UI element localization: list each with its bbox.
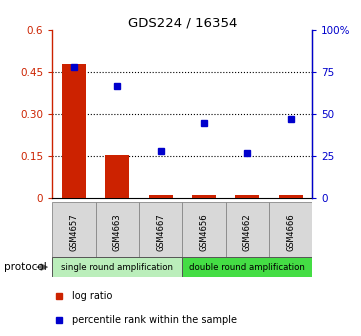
Text: protocol: protocol (4, 262, 46, 272)
Bar (62, 64, 86, 198)
Text: GSM4656: GSM4656 (200, 214, 208, 251)
Text: log ratio: log ratio (72, 291, 112, 301)
Text: GSM4657: GSM4657 (70, 214, 78, 251)
Text: GSM4663: GSM4663 (113, 214, 122, 251)
Text: GSM4666: GSM4666 (286, 214, 295, 251)
Bar (52, 202, 96, 264)
Bar (96, 202, 139, 264)
Text: single round amplification: single round amplification (61, 263, 173, 271)
Title: GDS224 / 16354: GDS224 / 16354 (128, 16, 237, 29)
Bar (279, 196, 303, 198)
Bar (105, 155, 129, 198)
Bar (235, 196, 259, 198)
Bar (139, 202, 182, 264)
Bar (226, 202, 269, 264)
Bar (52, 257, 182, 277)
Text: double round amplification: double round amplification (190, 263, 305, 271)
Bar (182, 257, 312, 277)
Text: percentile rank within the sample: percentile rank within the sample (72, 315, 237, 325)
Bar (192, 196, 216, 198)
Bar (182, 202, 226, 264)
Text: GSM4662: GSM4662 (243, 214, 252, 251)
Text: GSM4667: GSM4667 (156, 214, 165, 251)
Bar (269, 202, 312, 264)
Bar (149, 195, 173, 198)
